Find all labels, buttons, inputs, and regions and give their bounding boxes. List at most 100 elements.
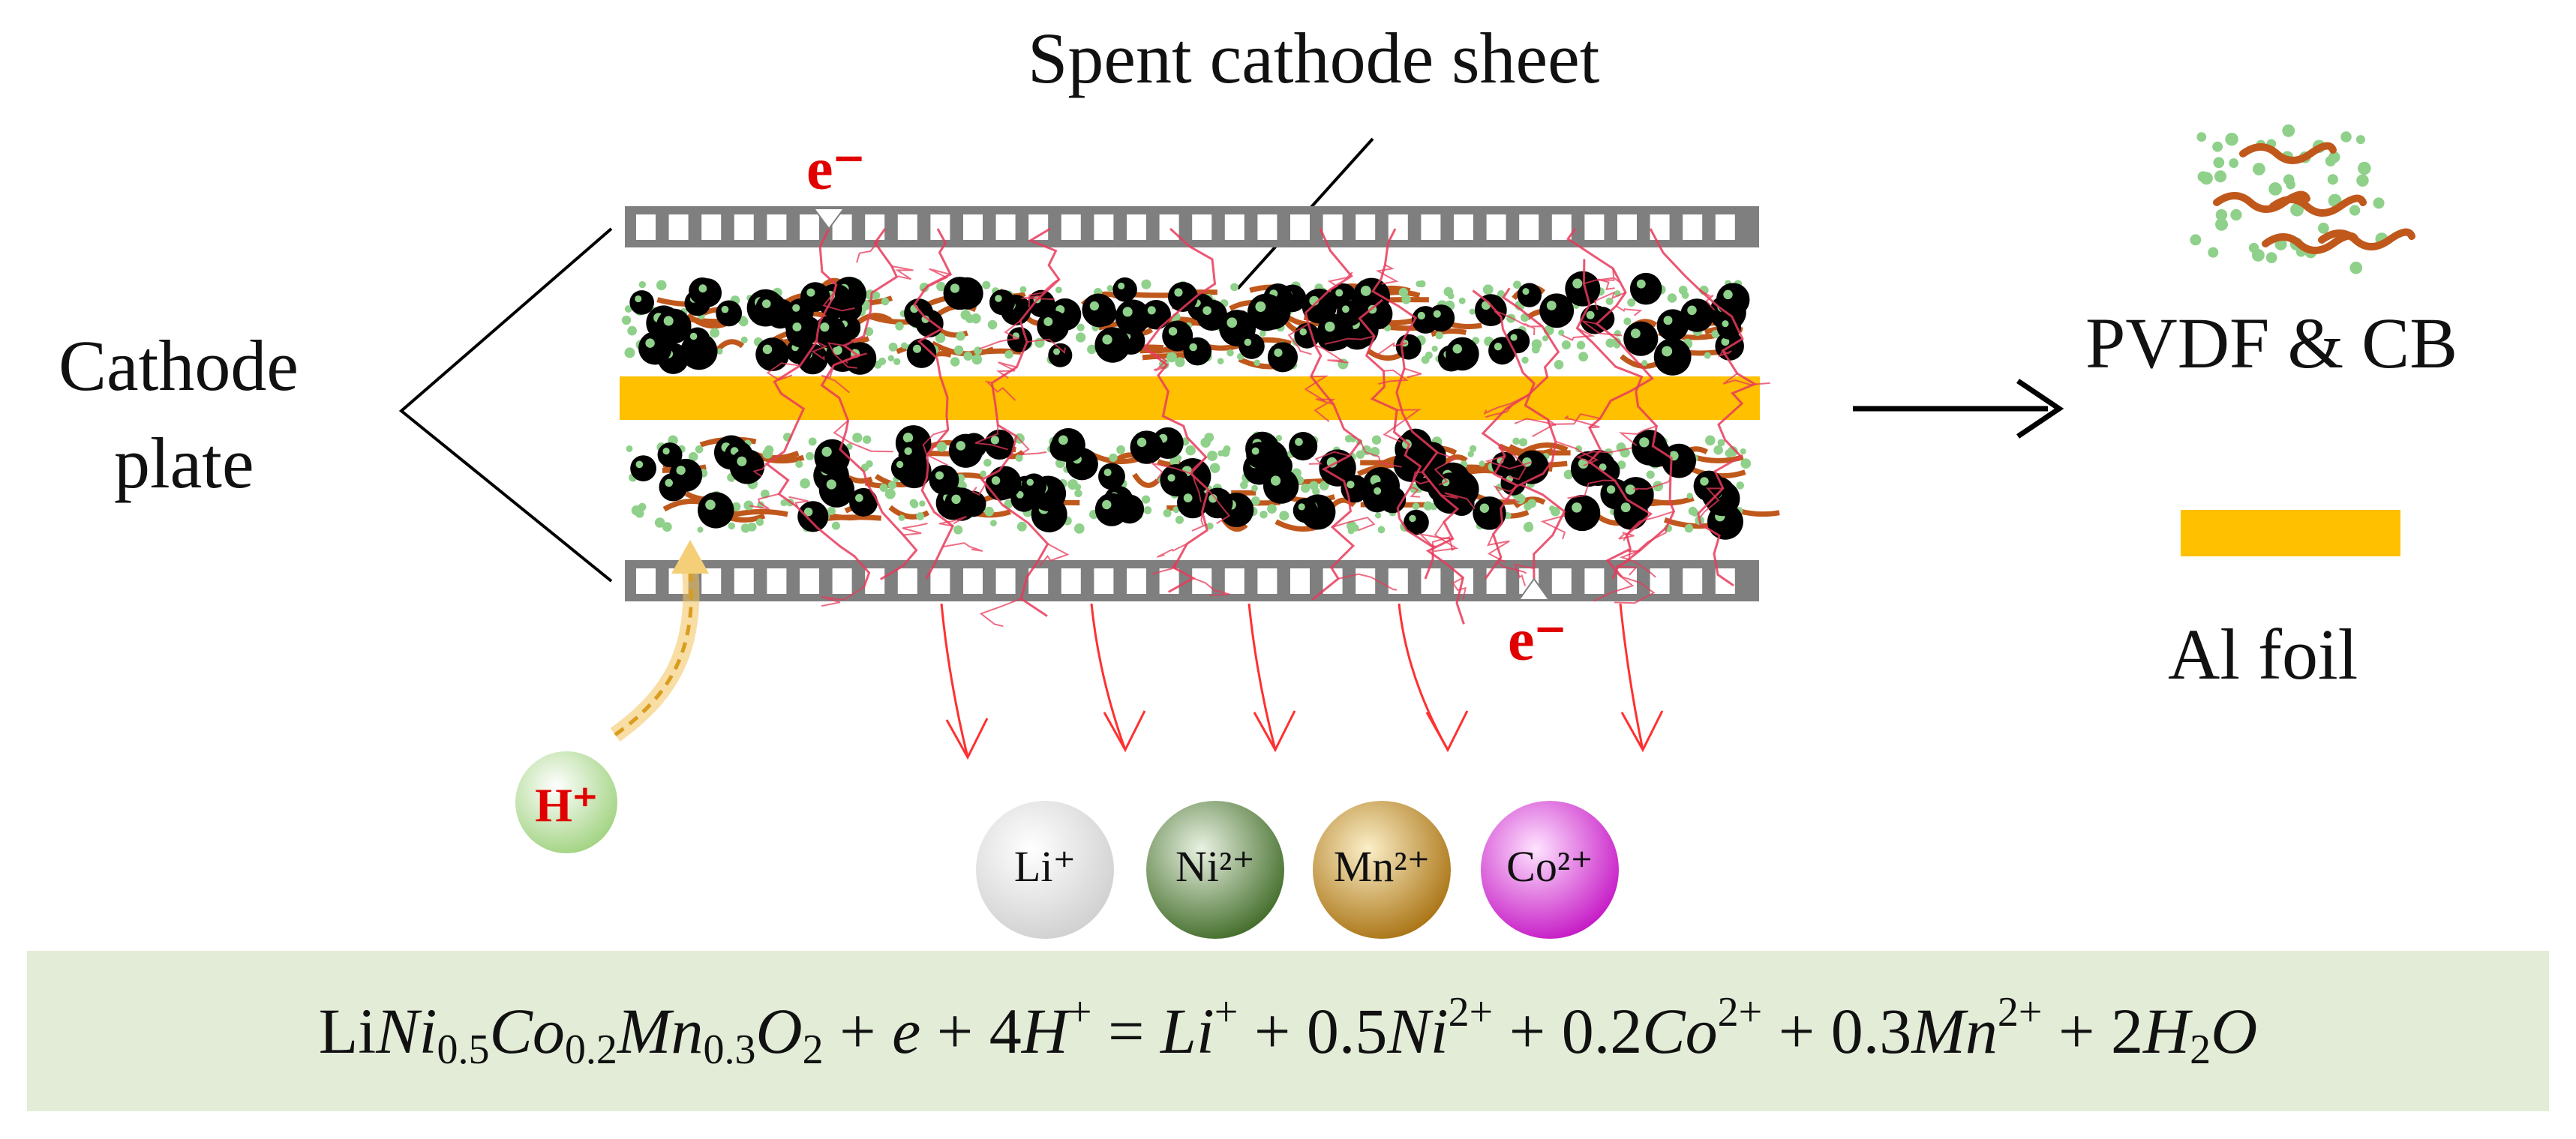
active-particle [1473,496,1506,530]
al-foil-legend-swatch [2181,510,2400,556]
binder-strand [1132,472,1160,488]
carbon-black-dot [747,522,757,532]
crack-branch [1498,444,1527,481]
grid-slot [800,214,819,240]
crack-branch [1567,479,1616,499]
grid-slot [1454,214,1473,240]
active-particle [1614,495,1648,530]
active-particle [692,278,722,307]
active-particle [1161,468,1190,496]
pvdf-carbon-dot [2225,132,2238,146]
carbon-black-dot [935,332,946,343]
particle-highlight [1625,484,1636,495]
bottom-electron-label: e⁻ [1508,607,1566,673]
carbon-black-dot [624,347,635,358]
carbon-black-dot [621,315,632,325]
active-particle [1632,430,1668,466]
particle-highlight [1043,316,1053,326]
particle-highlight [1342,305,1350,313]
particle-highlight [1103,469,1112,477]
crack-branch [1314,344,1349,364]
pvdf-carbon-dot [2190,234,2202,246]
grid-slot [1224,568,1244,594]
particle-highlight [761,299,771,308]
particle-highlight [792,322,802,332]
pvdf-carbon-dot [2265,252,2277,263]
crack-branch [1375,264,1399,285]
carbon-black-dot [1250,496,1260,505]
crack-branch [1483,394,1529,415]
active-particle [943,277,977,310]
particle-highlight [1620,502,1631,513]
active-particle [1238,333,1265,359]
pvdf-carbon-dot [2327,174,2338,185]
carbon-black-dot [872,291,881,300]
crack-branch [1485,455,1532,470]
binder-strand [888,505,930,520]
crack-branch [1149,462,1191,484]
carbon-black-dot [1067,479,1079,490]
grid-slot [1257,214,1277,240]
pvdf-carbon-dot [2208,247,2219,258]
carbon-black-dot [1717,439,1725,447]
grid-slot [1094,568,1114,594]
carbon-black-dot [1469,308,1476,315]
carbon-black-dot [626,445,633,452]
pvdf-carbon-dot [2355,135,2365,145]
carbon-black-dot [627,325,637,336]
crack-branch [1308,451,1350,465]
carbon-black-dot [1253,359,1261,367]
carbon-black-dot [1169,456,1180,466]
particle-highlight [1409,514,1416,523]
proton-arrow-head [671,540,709,574]
carbon-black-dot [1691,508,1699,517]
carbon-black-dot [1226,349,1234,357]
carbon-black-dot [780,499,788,507]
crack-branch [1314,398,1336,422]
al-foil-label: Al foil [2168,614,2358,694]
carbon-black-dot [697,526,704,533]
grid-slot [767,568,787,594]
carbon-black-dot [1412,502,1420,511]
crack-branch [856,239,881,263]
carbon-black-dot [654,517,665,528]
equation-band: LiNi0.5Co0.2Mn0.3O2 + e + 4H+ = Li+ + 0.… [27,951,2549,1111]
carbon-black-dot [1563,469,1574,480]
pvdf-cb-label: PVDF & CB [2085,303,2457,383]
active-particle [1362,298,1393,330]
eq-lhs-compound: LiNi0.5Co0.2Mn0.3O2 [318,995,824,1073]
cathode-plate-label-line2: plate [114,423,254,503]
crack-branch [1540,511,1566,540]
top-electron-marker [812,208,845,230]
carbon-black-dot [1301,484,1311,493]
ni-ion-label: Ni²⁺ [1175,842,1255,891]
crack-line [764,228,871,588]
carbon-black-dot [1561,340,1571,349]
grid-slot [1159,568,1179,594]
particle-highlight [855,493,863,502]
grid-slot [668,214,689,240]
carbon-black-dot [1055,286,1062,294]
crack-branch [1144,347,1168,372]
leaching-equation: LiNi0.5Co0.2Mn0.3O2 + e + 4H+ = Li+ + 0.… [318,989,2258,1073]
particle-highlight [956,441,966,451]
co-ion-label: Co²⁺ [1506,842,1593,891]
carbon-black-dot [831,521,840,530]
crack-branch [1207,489,1231,524]
particle-highlight [1136,437,1147,448]
active-particle [755,337,790,372]
crack-branch [1374,342,1407,358]
active-particle [1593,457,1620,484]
carbon-black-dot [879,484,888,493]
particle-highlight [1347,481,1355,489]
carbon-black-dot [1106,285,1114,292]
active-particle [1716,283,1750,316]
al-foil-layer [620,376,1760,420]
carbon-black-dot [960,310,971,320]
particle-highlight [904,447,912,455]
crack-branch [1575,447,1632,463]
bottom-active-layer [626,425,1780,540]
active-particle [785,316,818,348]
proton-label: H⁺ [535,778,598,832]
carbon-black-dot [1497,289,1506,298]
